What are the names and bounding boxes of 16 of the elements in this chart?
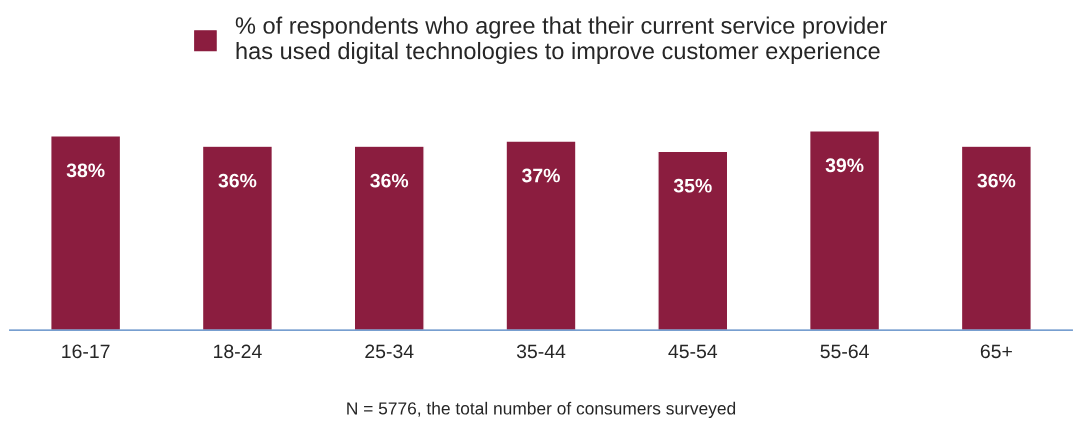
data-label: 36% xyxy=(218,173,257,188)
x-tick-label: 25-34 xyxy=(365,344,414,359)
data-label: 36% xyxy=(370,173,409,188)
x-tick-label: 35-44 xyxy=(516,344,566,359)
data-label: 38% xyxy=(66,163,105,178)
data-label: 37% xyxy=(521,168,560,183)
x-tick-label: 65+ xyxy=(980,344,1012,359)
x-tick-label: 45-54 xyxy=(668,344,718,359)
data-label: 35% xyxy=(673,178,712,193)
x-tick-label: 55-64 xyxy=(820,344,869,359)
x-tick-label: 16-17 xyxy=(62,344,110,359)
x-tick-label: 18-24 xyxy=(214,344,262,359)
text: N = 5776, the total number of consumers surveyed xyxy=(347,401,736,419)
data-label: 36% xyxy=(977,173,1016,188)
legend-label: % of respondents who agree that their current service provider has used digital technologies to improve customer experience xyxy=(235,16,887,64)
data-label: 39% xyxy=(825,158,864,173)
